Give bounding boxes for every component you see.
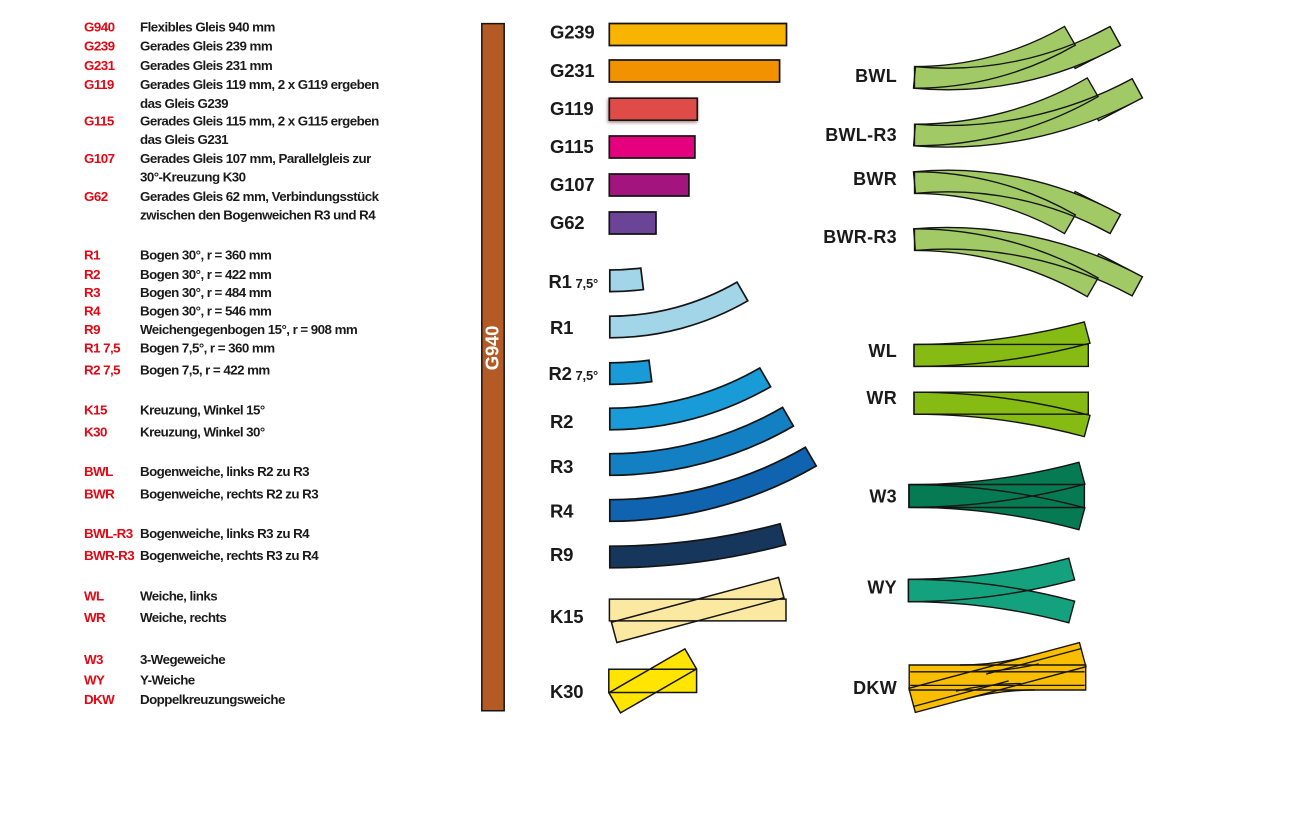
svg-text:Bogenweiche, rechts R2 zu R3: Bogenweiche, rechts R2 zu R3 [140,487,318,502]
svg-text:G940: G940 [482,326,503,370]
svg-text:BWR: BWR [853,169,897,189]
svg-text:WR: WR [866,388,897,408]
svg-text:R2: R2 [549,363,572,384]
svg-text:R9: R9 [550,544,573,565]
svg-text:R1: R1 [549,271,572,292]
svg-text:Gerades Gleis 119 mm, 2 x G119: Gerades Gleis 119 mm, 2 x G119 ergeben [140,77,379,92]
svg-text:Gerades Gleis 107 mm, Parallel: Gerades Gleis 107 mm, Parallelgleis zur [140,151,371,166]
svg-text:W3: W3 [84,652,103,667]
svg-text:BWR-R3: BWR-R3 [823,227,897,247]
svg-text:Bogen 30°, r = 484 mm: Bogen 30°, r = 484 mm [140,285,272,300]
svg-text:Bogen 30°, r = 422 mm: Bogen 30°, r = 422 mm [140,267,272,282]
svg-text:Bogenweiche, links R3 zu R4: Bogenweiche, links R3 zu R4 [140,526,310,541]
svg-text:3-Wegeweiche: 3-Wegeweiche [140,652,225,667]
svg-text:7,5°: 7,5° [576,368,598,383]
svg-text:Kreuzung, Winkel 30°: Kreuzung, Winkel 30° [140,424,265,439]
svg-text:Bogen 7,5, r = 422 mm: Bogen 7,5, r = 422 mm [140,363,270,378]
svg-text:G119: G119 [84,77,114,92]
svg-text:G115: G115 [550,136,593,157]
svg-text:R2: R2 [84,267,100,282]
svg-text:Bogen 30°, r = 546 mm: Bogen 30°, r = 546 mm [140,303,272,318]
svg-text:BWL: BWL [84,464,113,479]
svg-text:G231: G231 [84,58,116,73]
svg-text:Gerades Gleis 62 mm, Verbindun: Gerades Gleis 62 mm, Verbindungsstück [140,189,380,204]
svg-text:7,5°: 7,5° [576,276,598,291]
svg-text:BWR: BWR [84,487,115,502]
svg-text:Bogen 7,5°, r = 360 mm: Bogen 7,5°, r = 360 mm [140,341,275,356]
svg-text:R4: R4 [550,501,574,522]
svg-text:R2: R2 [550,411,573,432]
svg-text:Bogenweiche, rechts R3 zu R4: Bogenweiche, rechts R3 zu R4 [140,548,319,563]
svg-text:G115: G115 [84,114,115,129]
svg-text:WY: WY [84,672,105,687]
svg-text:G239: G239 [550,22,594,43]
svg-text:R9: R9 [84,322,100,337]
svg-text:R3: R3 [84,285,100,300]
svg-text:WY: WY [867,578,897,598]
svg-text:G119: G119 [550,98,593,119]
svg-text:WL: WL [868,341,897,361]
svg-text:G107: G107 [550,174,594,195]
svg-text:Weiche, rechts: Weiche, rechts [140,610,226,625]
svg-text:G940: G940 [84,20,115,35]
svg-text:BWL-R3: BWL-R3 [825,125,897,145]
svg-text:K15: K15 [84,403,108,418]
svg-text:R4: R4 [84,303,101,318]
svg-text:Gerades Gleis 239 mm: Gerades Gleis 239 mm [140,39,273,54]
svg-text:DKW: DKW [853,678,897,698]
svg-text:das Gleis G239: das Gleis G239 [140,96,228,111]
svg-text:BWL-R3: BWL-R3 [84,526,133,541]
svg-text:BWL: BWL [855,66,897,86]
svg-text:Gerades Gleis 115 mm, 2 x G115: Gerades Gleis 115 mm, 2 x G115 ergeben [140,114,379,129]
svg-text:30°-Kreuzung K30: 30°-Kreuzung K30 [140,169,246,184]
svg-text:W3: W3 [869,487,897,507]
svg-text:Flexibles Gleis 940 mm: Flexibles Gleis 940 mm [140,20,275,35]
svg-text:R1 7,5: R1 7,5 [84,341,121,356]
svg-text:Weichengegenbogen 15°, r = 908: Weichengegenbogen 15°, r = 908 mm [140,322,358,337]
svg-text:G231: G231 [550,60,594,81]
svg-text:R3: R3 [550,456,573,477]
svg-text:Bogenweiche, links R2 zu R3: Bogenweiche, links R2 zu R3 [140,464,309,479]
svg-text:G62: G62 [84,189,108,204]
svg-text:R1: R1 [550,317,573,338]
svg-text:BWR-R3: BWR-R3 [84,548,134,563]
svg-text:G62: G62 [550,212,584,233]
svg-text:WL: WL [84,588,104,603]
svg-text:DKW: DKW [84,692,115,707]
svg-text:R1: R1 [84,248,101,263]
svg-text:K30: K30 [84,424,107,439]
svg-text:das Gleis G231: das Gleis G231 [140,132,229,147]
svg-text:K30: K30 [550,681,583,702]
svg-text:zwischen den Bogenweichen R3 u: zwischen den Bogenweichen R3 und R4 [140,208,376,223]
svg-text:Kreuzung, Winkel 15°: Kreuzung, Winkel 15° [140,403,265,418]
svg-text:R2 7,5: R2 7,5 [84,363,121,378]
svg-text:Weiche, links: Weiche, links [140,588,217,603]
svg-text:WR: WR [84,610,106,625]
svg-text:K15: K15 [550,606,583,627]
svg-text:Y-Weiche: Y-Weiche [140,672,195,687]
svg-text:Doppelkreuzungsweiche: Doppelkreuzungsweiche [140,692,285,707]
svg-text:G239: G239 [84,39,115,54]
svg-text:Gerades Gleis 231 mm: Gerades Gleis 231 mm [140,58,273,73]
svg-text:Bogen 30°, r = 360 mm: Bogen 30°, r = 360 mm [140,248,272,263]
svg-text:G107: G107 [84,151,115,166]
